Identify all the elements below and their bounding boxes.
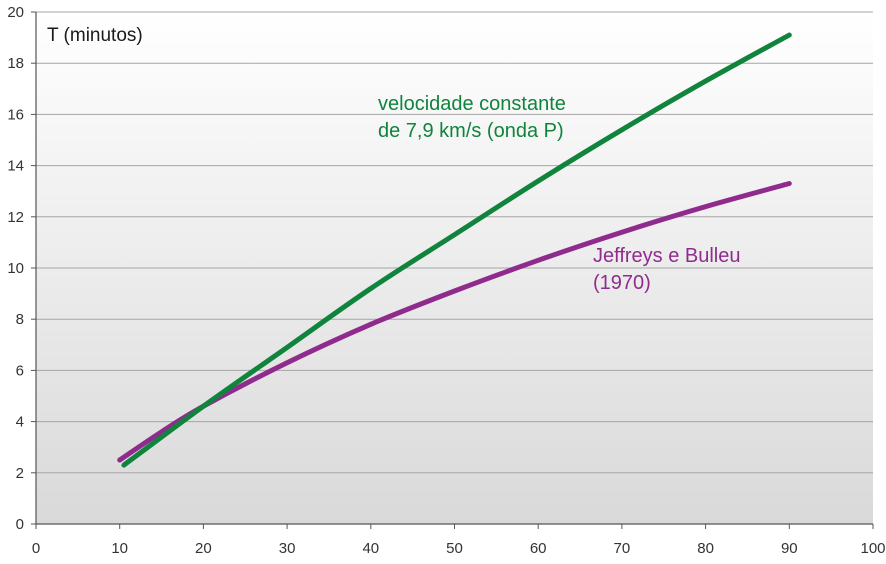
y-tick-label: 8 xyxy=(16,311,24,328)
x-tick-label: 0 xyxy=(32,540,40,557)
x-tick-label: 20 xyxy=(195,540,212,557)
series-label-constant-velocity: velocidade constante de 7,9 km/s (onda P) xyxy=(378,93,566,142)
series-lines xyxy=(117,32,792,468)
y-tick-label: 12 xyxy=(7,209,24,226)
y-tick-label: 20 xyxy=(7,4,24,21)
y-tick-label: 2 xyxy=(16,465,24,482)
y-tick-label: 18 xyxy=(7,55,24,72)
axes: 0 2 4 6 8 10 12 14 16 18 20 0 10 20 30 40 50 60 70 80 90 100 xyxy=(7,4,885,557)
y-tick-label: 6 xyxy=(16,362,24,379)
labels: T (minutos) velocidade constante de 7,9 k… xyxy=(47,25,741,294)
x-tick-label: 30 xyxy=(279,540,296,557)
y-tick-label: 4 xyxy=(16,414,24,431)
series-label-line: Jeffreys e Bulleu xyxy=(593,245,741,267)
x-tick-label: 80 xyxy=(697,540,714,557)
series-label-line: de 7,9 km/s (onda P) xyxy=(378,120,564,142)
series-line-constant-velocity xyxy=(121,32,792,468)
x-tick-label: 40 xyxy=(362,540,379,557)
x-tick-label: 90 xyxy=(781,540,798,557)
x-tick-label: 60 xyxy=(530,540,547,557)
y-tick-label: 10 xyxy=(7,260,24,277)
y-tick-label: 14 xyxy=(7,158,24,175)
y-tick-label: 0 xyxy=(16,516,24,533)
series-label-line: (1970) xyxy=(593,272,651,294)
gridlines xyxy=(36,11,873,474)
y-axis-label: T (minutos) xyxy=(47,25,143,46)
x-tick-label: 50 xyxy=(446,540,463,557)
x-tick-label: 70 xyxy=(614,540,631,557)
series-label-line: velocidade constante xyxy=(378,93,566,115)
series-label-jeffreys-bulleu: Jeffreys e Bulleu (1970) xyxy=(593,245,741,294)
x-tick-label: 100 xyxy=(860,540,885,557)
y-tick-label: 16 xyxy=(7,106,24,123)
x-tick-label: 10 xyxy=(111,540,128,557)
